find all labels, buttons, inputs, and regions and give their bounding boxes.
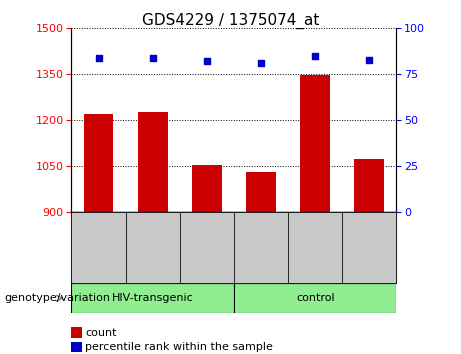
Text: HIV-transgenic: HIV-transgenic (112, 293, 194, 303)
Text: GSM677391: GSM677391 (148, 216, 158, 284)
Text: count: count (85, 328, 117, 338)
Text: genotype/variation: genotype/variation (5, 293, 111, 303)
Bar (71, 327, 82, 338)
Bar (234, 283, 396, 313)
Point (366, 57, 373, 62)
Point (203, 59, 211, 64)
Bar (246, 172, 276, 212)
Point (149, 55, 156, 61)
Text: GSM677394: GSM677394 (310, 216, 320, 284)
Text: control: control (296, 293, 335, 303)
Point (257, 61, 265, 66)
Text: GSM677390: GSM677390 (94, 216, 104, 284)
Bar (71, 342, 82, 352)
Text: percentile rank within the sample: percentile rank within the sample (85, 342, 273, 352)
Bar (83, 114, 113, 212)
Text: GSM677393: GSM677393 (256, 216, 266, 284)
Text: GSM677392: GSM677392 (202, 216, 212, 284)
Bar (192, 165, 222, 212)
Point (95, 55, 102, 61)
Bar (138, 112, 168, 212)
Bar (300, 75, 330, 212)
Text: GSM677395: GSM677395 (364, 216, 374, 284)
Text: GDS4229 / 1375074_at: GDS4229 / 1375074_at (142, 12, 319, 29)
Bar (355, 159, 384, 212)
Bar (71, 283, 234, 313)
Point (312, 53, 319, 59)
